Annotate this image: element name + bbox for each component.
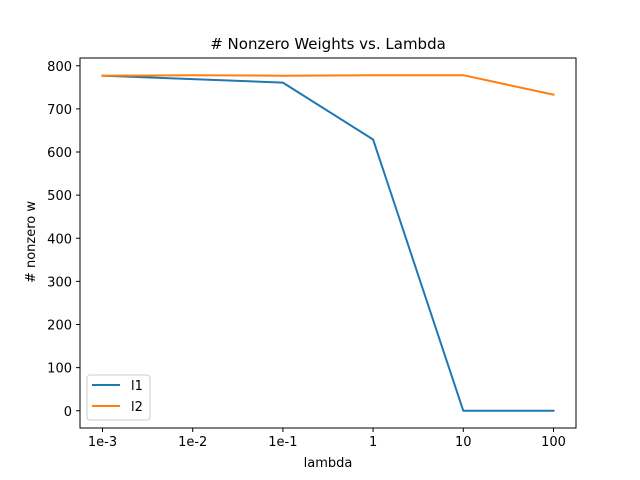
y-tick-label: 100 [47,362,72,377]
y-tick-label: 0 [64,405,72,420]
legend: l1 l2 [86,374,151,421]
x-tick-label: 10 [455,435,472,450]
x-tick-label: 1e-3 [88,435,117,450]
x-axis-label: lambda [304,456,353,471]
y-axis-label: # nonzero w [24,201,39,283]
y-tick-label: 200 [47,319,72,334]
axis-ticks: 1e-3 1e-2 1e-1 1 10 100 0 100 200 300 400 500 600 700… [47,60,566,450]
y-tick-label: 600 [47,146,72,161]
x-tick-label: 1 [369,435,377,450]
y-tick-label: 700 [47,103,72,118]
x-tick-label: 1e-1 [268,435,297,450]
series-line-l2 [101,74,555,96]
series-lines [101,74,555,412]
y-tick-label: 500 [47,189,72,204]
plot-frame [79,57,577,429]
y-tick-label: 300 [47,275,72,290]
y-tick-label: 800 [47,60,72,75]
legend-label-l2: l2 [131,400,143,415]
x-tick-label: 100 [541,435,566,450]
series-line-l1 [101,74,555,412]
chart-title: # Nonzero Weights vs. Lambda [210,35,446,53]
x-tick-label: 1e-2 [178,435,207,450]
legend-box [86,374,151,421]
legend-label-l1: l1 [131,379,143,394]
y-tick-label: 400 [47,232,72,247]
